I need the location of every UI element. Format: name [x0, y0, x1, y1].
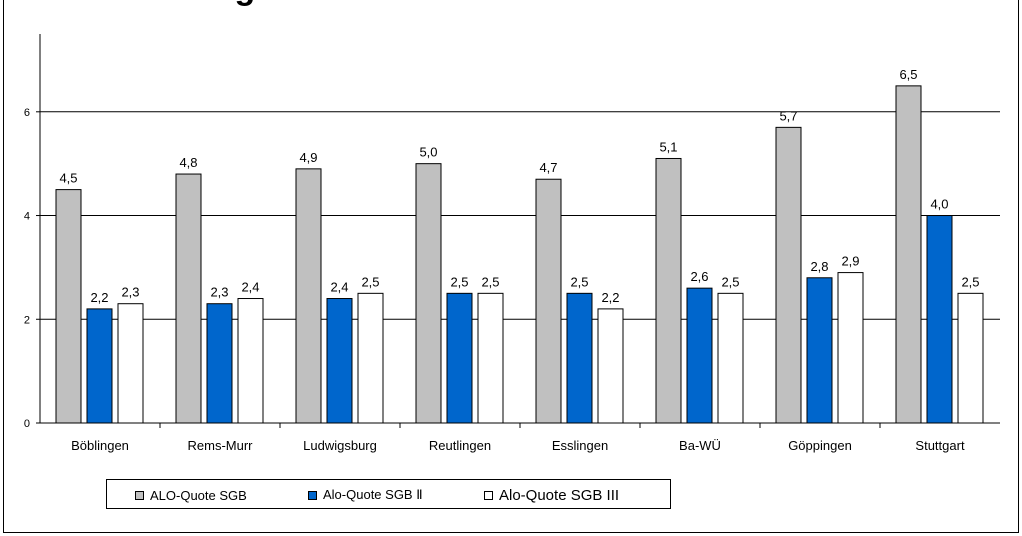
- y-tick-label: 2: [24, 314, 30, 326]
- legend-swatch-sgb: [135, 490, 144, 500]
- x-tick-label: Esslingen: [552, 438, 608, 453]
- bar: [326, 298, 353, 424]
- data-label: 2,6: [690, 269, 708, 284]
- data-label: 4,0: [930, 197, 948, 212]
- y-tick-label: 6: [24, 107, 30, 119]
- bar: [55, 189, 82, 424]
- x-tick-label: Stuttgart: [915, 438, 965, 453]
- data-label: 2,4: [241, 280, 259, 295]
- data-label: 2,3: [210, 285, 228, 300]
- data-label: 2,3: [121, 285, 139, 300]
- y-tick-label: 0: [24, 418, 30, 430]
- data-label: 2,5: [570, 274, 588, 289]
- chart-frame: [3, 0, 1019, 533]
- x-tick-label: Ludwigsburg: [303, 438, 377, 453]
- bar: [926, 215, 953, 424]
- bar: [566, 292, 593, 424]
- x-tick-label: Reutlingen: [429, 438, 491, 453]
- data-label: 4,5: [59, 171, 77, 186]
- bar: [175, 173, 202, 424]
- legend-label-sgb3: Alo-Quote SGB III: [499, 486, 620, 504]
- bar: [837, 272, 864, 424]
- x-tick-labels: Böblingen Rems-Murr Ludwigsburg Reutlingen E…: [71, 438, 965, 453]
- data-label: 2,2: [90, 290, 108, 305]
- bar: [295, 168, 322, 424]
- y-tick-label: 4: [24, 211, 30, 223]
- bar: [237, 298, 264, 424]
- bars: [55, 85, 984, 424]
- legend-label-sgb: ALO-Quote SGB: [150, 487, 247, 503]
- data-label: 2,5: [961, 274, 979, 289]
- title-clip: …ote im Vergleich: [0, 0, 1022, 15]
- data-label: 4,8: [179, 155, 197, 170]
- legend-label-sgb2: Alo-Quote SGB Ⅱ: [323, 487, 423, 502]
- legend-item-sgb: ALO-Quote SGB: [135, 486, 247, 504]
- bar: [655, 157, 682, 424]
- bar: [446, 292, 473, 424]
- data-label: 6,5: [899, 67, 917, 82]
- data-label: 2,8: [810, 259, 828, 274]
- x-tick-label: Böblingen: [71, 438, 129, 453]
- y-tick-labels: 0 2 4 6: [24, 107, 30, 430]
- bar: [686, 287, 713, 424]
- data-label: 4,9: [299, 150, 317, 165]
- data-label: 5,7: [779, 108, 797, 123]
- data-label: 2,9: [841, 254, 859, 269]
- legend-swatch-sgb3: [484, 490, 493, 500]
- x-tick-label: Göppingen: [788, 438, 852, 453]
- bar: [775, 126, 802, 424]
- bar: [415, 163, 442, 424]
- bar: [206, 303, 233, 424]
- bar: [357, 292, 384, 424]
- data-labels: 4,5 2,2 2,3 4,8 2,3 2,4 4,9 2,4 2,5 5,0 2,5 2,5 4,7 2…: [59, 67, 979, 305]
- data-label: 2,4: [330, 280, 348, 295]
- bar: [597, 308, 624, 424]
- legend-item-sgb2: Alo-Quote SGB Ⅱ: [308, 486, 423, 504]
- data-label: 2,5: [361, 274, 379, 289]
- legend-swatch-sgb2: [308, 490, 317, 500]
- x-tick-label: Rems-Murr: [188, 438, 254, 453]
- legend-item-sgb3: Alo-Quote SGB III: [484, 486, 619, 504]
- bar: [806, 277, 833, 424]
- data-label: 2,5: [450, 274, 468, 289]
- data-label: 5,0: [419, 145, 437, 160]
- chart-title: …ote im Vergleich: [38, 0, 333, 8]
- legend: ALO-Quote SGB Alo-Quote SGB Ⅱ Alo-Quote …: [106, 479, 671, 509]
- bar: [895, 85, 922, 424]
- x-tick-label: Ba-WÜ: [679, 438, 721, 453]
- data-label: 4,7: [539, 160, 557, 175]
- data-label: 2,5: [481, 274, 499, 289]
- bar: [535, 178, 562, 424]
- data-label: 5,1: [659, 139, 677, 154]
- bar: [477, 292, 504, 424]
- bar: [717, 292, 744, 424]
- bar: [957, 292, 984, 424]
- data-label: 2,5: [721, 274, 739, 289]
- bar: [86, 308, 113, 424]
- bar: [117, 303, 144, 424]
- data-label: 2,2: [601, 290, 619, 305]
